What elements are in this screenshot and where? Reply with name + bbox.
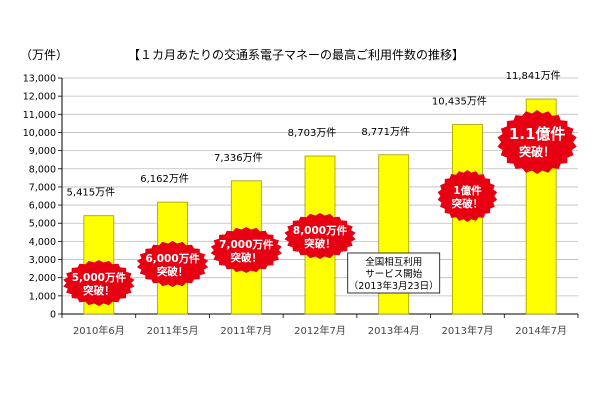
y-axis-unit-label: （万件）: [20, 48, 69, 62]
x-category-label: 2012年7月: [294, 324, 346, 337]
chart-title: 【１カ月あたりの交通系電子マネーの最高ご利用件数の推移】: [128, 48, 465, 62]
y-tick-label: 8,000: [29, 164, 56, 175]
badge-text-line: 突破！: [231, 251, 263, 264]
milestone-badge: [210, 227, 282, 273]
x-category-label: 2013年4月: [368, 324, 420, 337]
y-axis: 0 1,000 2,000 3,000 4,000 5,000 6,000 7,000 8,00…: [23, 74, 578, 321]
y-tick-label: 12,000: [23, 92, 56, 103]
badge-text-line: 1.1億件: [509, 125, 566, 143]
y-tick-label: 13,000: [23, 74, 56, 85]
badge-text-line: 6,000万件: [145, 252, 200, 265]
y-tick-label: 9,000: [29, 146, 56, 157]
annotation-text-line: サービス開始: [365, 268, 423, 280]
value-labels: 5,415万件 6,162万件 7,336万件 8,703万件 8,771万件 10,43…: [67, 70, 561, 199]
bar-value-label: 8,703万件: [288, 127, 337, 139]
y-tick-label: 0: [50, 310, 56, 321]
milestone-badge: [437, 170, 498, 222]
bar-value-label: 11,841万件: [506, 70, 561, 82]
x-category-label: 2011年5月: [147, 324, 199, 337]
bar-value-label: 6,162万件: [140, 173, 189, 185]
milestone-badge: [497, 110, 577, 174]
badge-text-line: 5,000万件: [72, 271, 127, 284]
y-tick-label: 10,000: [23, 128, 56, 139]
milestone-badges: 5,000万件突破！6,000万件突破！7,000万件突破！8,000万件突破！…: [63, 110, 577, 306]
y-tick-label: 4,000: [29, 237, 56, 248]
annotation-text-line: （2013年3月23日）: [349, 280, 439, 292]
badge-text-line: 突破！: [83, 284, 115, 297]
y-tick-label: 3,000: [29, 255, 56, 266]
x-axis: 2010年6月 2011年5月 2011年7月 2012年7月 2013年4月 2013年…: [61, 314, 579, 337]
x-category-label: 2011年7月: [220, 324, 272, 337]
y-tick-label: 5,000: [29, 219, 56, 230]
y-tick-label: 7,000: [29, 182, 56, 193]
bar-value-label: 7,336万件: [214, 152, 263, 164]
badge-text-line: 突破！: [157, 265, 189, 278]
bar-value-label: 5,415万件: [67, 187, 116, 199]
badge-text-line: 突破！: [519, 144, 555, 159]
badge-text-line: 突破！: [452, 197, 484, 210]
x-category-label: 2013年7月: [442, 324, 494, 337]
bar-value-label: 8,771万件: [361, 126, 410, 138]
y-tick-label: 11,000: [23, 110, 56, 121]
badge-text-line: 8,000万件: [293, 224, 348, 237]
x-category-label: 2010年6月: [73, 324, 125, 337]
y-tick-label: 6,000: [29, 201, 56, 212]
badge-text-line: 突破！: [304, 237, 336, 250]
badge-text-line: 7,000万件: [219, 238, 274, 251]
milestone-badge: [63, 260, 135, 306]
badge-text-line: 1億件: [453, 184, 482, 197]
y-tick-label: 1,000: [29, 291, 56, 302]
milestone-badge: [284, 213, 356, 259]
milestone-badge: [136, 241, 209, 287]
bar-value-label: 10,435万件: [432, 96, 487, 108]
y-tick-label: 2,000: [29, 273, 56, 284]
annotation-box: [347, 252, 441, 294]
x-category-label: 2014年7月: [515, 324, 567, 337]
annotation-text-line: 全国相互利用: [365, 256, 422, 268]
